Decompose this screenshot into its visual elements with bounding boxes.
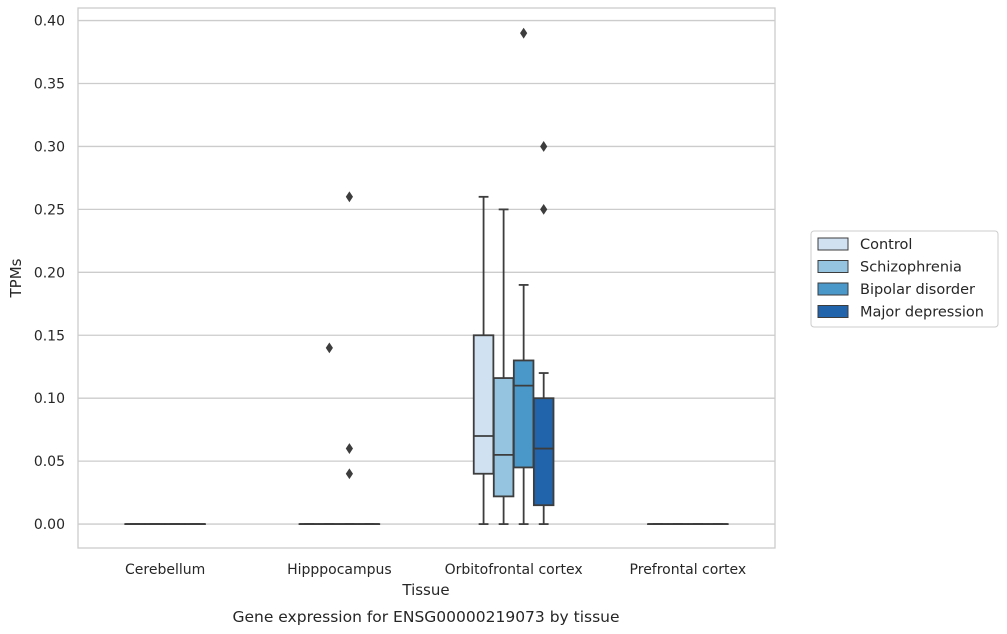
y-tick-label: 0.15 — [34, 328, 65, 344]
outlier-point — [325, 342, 333, 354]
box — [492, 377, 515, 498]
x-tick-label: Hipppocampus — [287, 562, 392, 578]
outlier-point — [540, 141, 548, 152]
plot-frame — [77, 7, 776, 549]
legend-label: Major depression — [860, 305, 984, 321]
outlier-point — [345, 468, 353, 480]
box-group — [532, 141, 555, 525]
outlier-point — [520, 27, 528, 39]
x-tick-label: Cerebellum — [125, 562, 205, 578]
box-group — [318, 342, 341, 525]
x-axis-title: Tissue — [401, 581, 449, 599]
legend-swatch — [817, 282, 849, 296]
y-tick-label: 0.05 — [34, 454, 65, 470]
outlier-point — [345, 191, 353, 203]
box-group — [338, 191, 361, 525]
legend-label: Schizophrenia — [860, 260, 962, 276]
y-axis-title: TPMs — [7, 258, 25, 298]
y-tick-label: 0.10 — [34, 391, 65, 407]
y-tick-label: 0.30 — [34, 139, 65, 155]
y-tick-label: 0.25 — [34, 202, 65, 218]
y-tick-label: 0.35 — [34, 77, 65, 93]
legend-swatch — [817, 305, 849, 318]
x-tick-label: Prefrontal cortex — [630, 562, 747, 578]
legend-items: Control Schizophrenia Bipolar disorder Majo… — [817, 237, 984, 321]
box — [532, 397, 555, 507]
box — [472, 334, 495, 475]
x-tick-labels: Cerebellum Hipppocampus Orbitofrontal cort… — [125, 562, 746, 578]
box — [512, 359, 535, 469]
legend-swatch — [817, 260, 849, 273]
box-group — [512, 27, 535, 525]
legend-swatch — [817, 237, 849, 251]
outlier-point — [345, 443, 353, 454]
figure-caption: Gene expression for ENSG00000219073 by t… — [232, 608, 619, 626]
box-series — [124, 27, 729, 525]
y-tick-label: 0.40 — [34, 14, 65, 30]
legend-frame — [810, 230, 999, 328]
legend-label: Bipolar disorder — [860, 282, 975, 298]
legend: Control Schizophrenia Bipolar disorder Majo… — [810, 230, 999, 328]
legend-label: Control — [860, 237, 912, 253]
y-tick-label: 0.20 — [34, 265, 65, 281]
plot-area — [78, 8, 775, 548]
y-tick-labels: 0.00 0.05 0.10 0.15 0.20 0.25 0.30 0.35 0.40 — [34, 14, 65, 533]
y-tick-label: 0.00 — [34, 517, 65, 533]
outlier-point — [540, 203, 548, 215]
x-tick-label: Orbitofrontal cortex — [445, 562, 583, 578]
y-gridlines — [78, 19, 775, 525]
